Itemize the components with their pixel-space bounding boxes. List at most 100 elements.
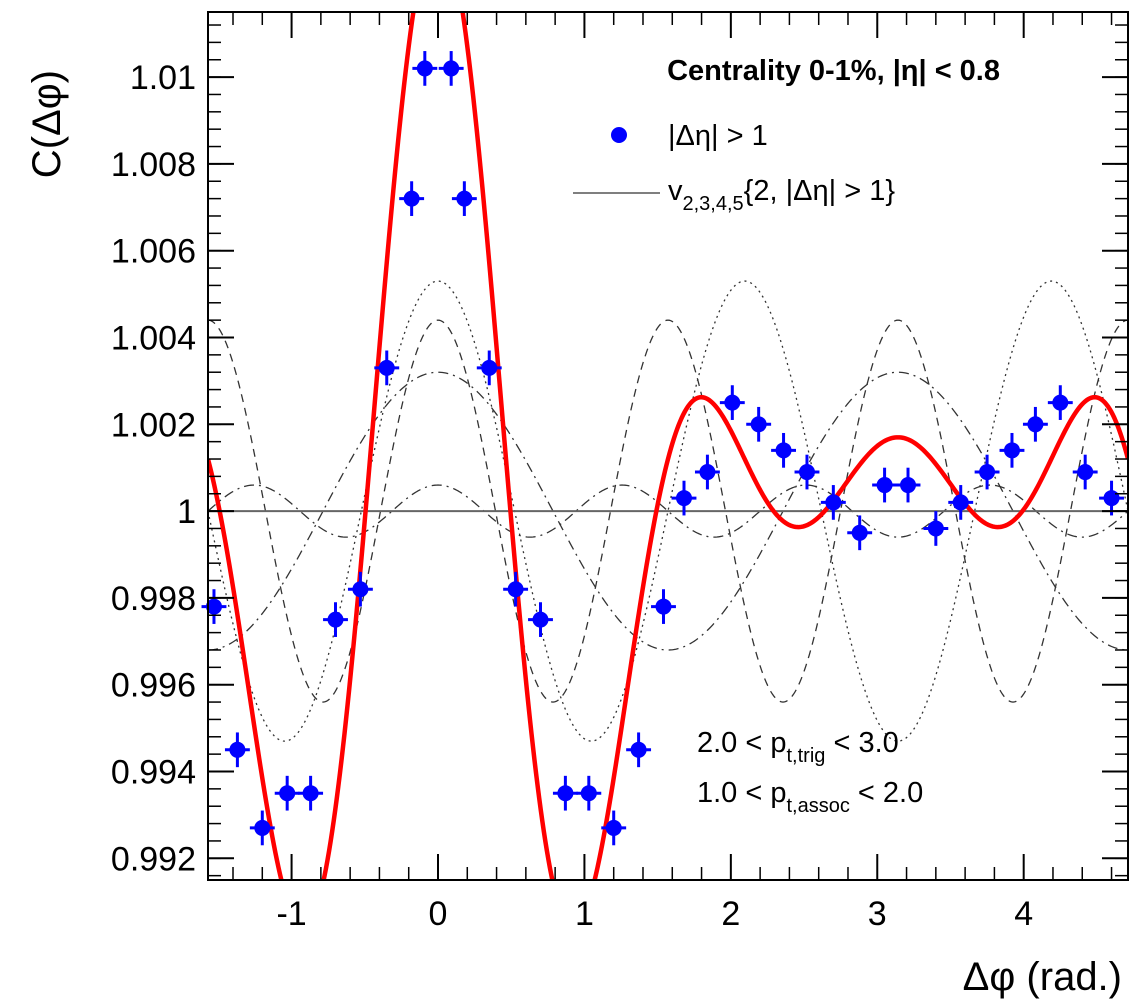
data-point <box>746 406 772 442</box>
point-marker <box>927 520 944 537</box>
point-marker <box>876 477 893 494</box>
point-marker <box>416 60 433 77</box>
data-point <box>771 432 797 468</box>
y-tick-label: 1 <box>177 493 196 531</box>
x-tick-label: -1 <box>276 895 306 933</box>
label-text: 1.0 < p <box>697 777 787 809</box>
point-marker <box>605 819 622 836</box>
data-point <box>576 775 602 811</box>
subscript-text: t,trig <box>787 745 826 767</box>
point-marker <box>1103 490 1120 507</box>
legend-marker-points <box>611 127 627 143</box>
y-tick-labels: 0.992 0.994 0.996 0.998 1 1.002 1.004 1.006 1.00… <box>111 59 196 878</box>
point-marker <box>699 464 716 481</box>
point-marker <box>557 785 574 802</box>
annotation-assoc-range: 1.0 < pt,assoc < 2.0 <box>697 777 923 817</box>
point-marker <box>655 598 672 615</box>
data-point <box>552 775 578 811</box>
data-point <box>249 810 275 846</box>
y-tick-label: 1.004 <box>111 320 196 358</box>
point-marker <box>979 464 996 481</box>
point-marker <box>1003 442 1020 459</box>
label-text: v <box>668 175 683 207</box>
data-point <box>719 385 745 420</box>
point-marker <box>580 785 597 802</box>
point-marker <box>279 785 296 802</box>
point-marker <box>229 741 246 758</box>
y-tick-label: 1.008 <box>111 146 196 184</box>
label-text: |Δη| > 1 <box>668 120 768 152</box>
data-point <box>794 454 820 490</box>
y-tick-label: 1.006 <box>111 233 196 271</box>
harmonic-curve-v5 <box>208 484 1128 538</box>
label-text: < 2.0 <box>850 777 923 809</box>
chart-title: Centrality 0-1%, |η| < 0.8 <box>667 55 1000 87</box>
legend-label-points: |Δη| > 1 <box>668 120 768 152</box>
fit-line <box>208 12 1128 880</box>
data-point <box>923 511 949 546</box>
point-marker <box>851 524 868 541</box>
annotation-trigger-range: 2.0 < pt,trig < 3.0 <box>697 727 899 767</box>
y-tick-label: 0.992 <box>111 840 196 878</box>
data-point <box>201 589 227 624</box>
data-point <box>948 485 974 520</box>
x-axis-label: Δφ (rad.) <box>963 955 1122 999</box>
y-tick-label: 1.002 <box>111 406 196 444</box>
harmonic-curve-v4 <box>208 319 1128 703</box>
y-axis-label: C(Δφ) <box>25 70 69 178</box>
data-point <box>626 732 652 768</box>
point-marker <box>532 611 549 628</box>
x-tick-label: 1 <box>575 895 594 933</box>
x-tick-label: 3 <box>868 895 887 933</box>
point-marker <box>798 464 815 481</box>
data-point <box>601 810 627 846</box>
point-marker <box>352 581 369 598</box>
y-tick-label: 0.994 <box>111 754 196 792</box>
y-tick-label: 0.998 <box>111 580 196 618</box>
data-point <box>476 350 502 386</box>
point-marker <box>507 581 524 598</box>
point-marker <box>456 190 473 207</box>
point-marker <box>1027 416 1044 433</box>
label-text: < 3.0 <box>825 727 898 759</box>
subscript-text: t,assoc <box>787 795 850 817</box>
x-tick-label: 4 <box>1014 895 1033 933</box>
point-marker <box>900 477 917 494</box>
data-point <box>224 732 250 768</box>
data-points <box>201 51 1124 846</box>
data-point <box>374 350 400 386</box>
y-tick-label: 0.996 <box>111 667 196 705</box>
label-text: 2.0 < p <box>697 727 787 759</box>
x-tick-labels: -1 0 1 2 3 4 <box>276 895 1033 933</box>
point-marker <box>1052 394 1069 411</box>
data-point <box>671 480 697 516</box>
point-marker <box>443 60 460 77</box>
data-point <box>274 775 300 811</box>
x-tick-label: 2 <box>721 895 740 933</box>
data-point <box>347 571 373 607</box>
data-point <box>974 454 1000 490</box>
plot-frame <box>207 11 1129 881</box>
legend-label-line: v2,3,4,5{2, |Δη| > 1} <box>668 175 895 215</box>
data-point <box>298 775 324 811</box>
harmonic-curves <box>208 280 1128 742</box>
data-point <box>451 181 477 216</box>
data-point <box>895 467 921 503</box>
y-tick-label: 1.01 <box>130 59 196 97</box>
point-marker <box>481 359 498 376</box>
harmonic-curve-v2 <box>208 371 1128 651</box>
data-point <box>438 51 464 86</box>
point-marker <box>825 494 842 511</box>
point-marker <box>750 416 767 433</box>
legend: |Δη| > 1 v2,3,4,5{2, |Δη| > 1} <box>573 120 895 215</box>
point-marker <box>630 741 647 758</box>
point-marker <box>205 598 222 615</box>
subscript-text: 2,3,4,5 <box>683 193 744 215</box>
data-point <box>651 589 676 624</box>
data-point <box>528 602 553 637</box>
point-marker <box>302 785 319 802</box>
x-tick-label: 0 <box>429 895 448 933</box>
data-point <box>694 454 720 490</box>
data-point <box>1072 454 1098 490</box>
